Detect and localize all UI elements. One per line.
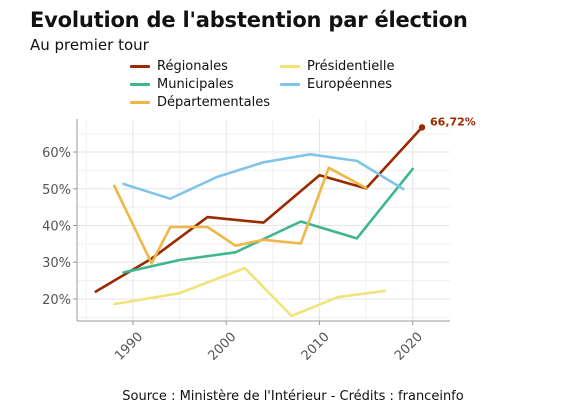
legend-swatch	[130, 83, 150, 86]
legend-item-municipales: Municipales	[130, 77, 234, 92]
y-tick-label: 30%	[42, 256, 71, 271]
legend-item-europeennes: Européennes	[280, 77, 392, 92]
series-line-presidentielle	[113, 266, 387, 318]
last-value-label: 66,72%	[430, 115, 476, 128]
legend-swatch	[130, 101, 150, 104]
x-tick-label: 1990	[112, 330, 146, 364]
y-tick-label: 50%	[42, 183, 71, 198]
x-tick-label: 2010	[299, 330, 333, 364]
last-value-dot	[418, 124, 426, 131]
legend-swatch	[280, 83, 300, 86]
chart-legend: Régionales Municipales Départementales P…	[130, 59, 430, 115]
series-line-departementales	[113, 166, 368, 265]
legend-swatch	[130, 65, 150, 68]
x-tick-label: 2000	[205, 330, 239, 364]
x-tick-label: 2020	[392, 330, 426, 364]
y-tick-label: 60%	[42, 146, 71, 161]
legend-item-departementales: Départementales	[130, 95, 270, 110]
series-line-europeennes	[122, 153, 405, 200]
y-tick-label: 40%	[42, 220, 71, 235]
legend-label: Départementales	[157, 95, 271, 110]
series-line-municipales	[122, 167, 415, 274]
source-credit: Source : Ministère de l'Intérieur - Créd…	[122, 389, 464, 404]
legend-swatch	[280, 65, 300, 68]
legend-label: Présidentielle	[307, 59, 395, 74]
legend-label: Régionales	[157, 59, 228, 74]
legend-label: Européennes	[307, 77, 392, 92]
y-tick-label: 20%	[42, 293, 71, 308]
legend-item-regionales: Régionales	[130, 59, 228, 74]
chart-subtitle: Au premier tour	[30, 36, 149, 54]
legend-label: Municipales	[157, 77, 234, 92]
chart-title: Evolution de l'abstention par élection	[30, 8, 468, 32]
legend-item-presidentielle: Présidentielle	[280, 59, 394, 74]
